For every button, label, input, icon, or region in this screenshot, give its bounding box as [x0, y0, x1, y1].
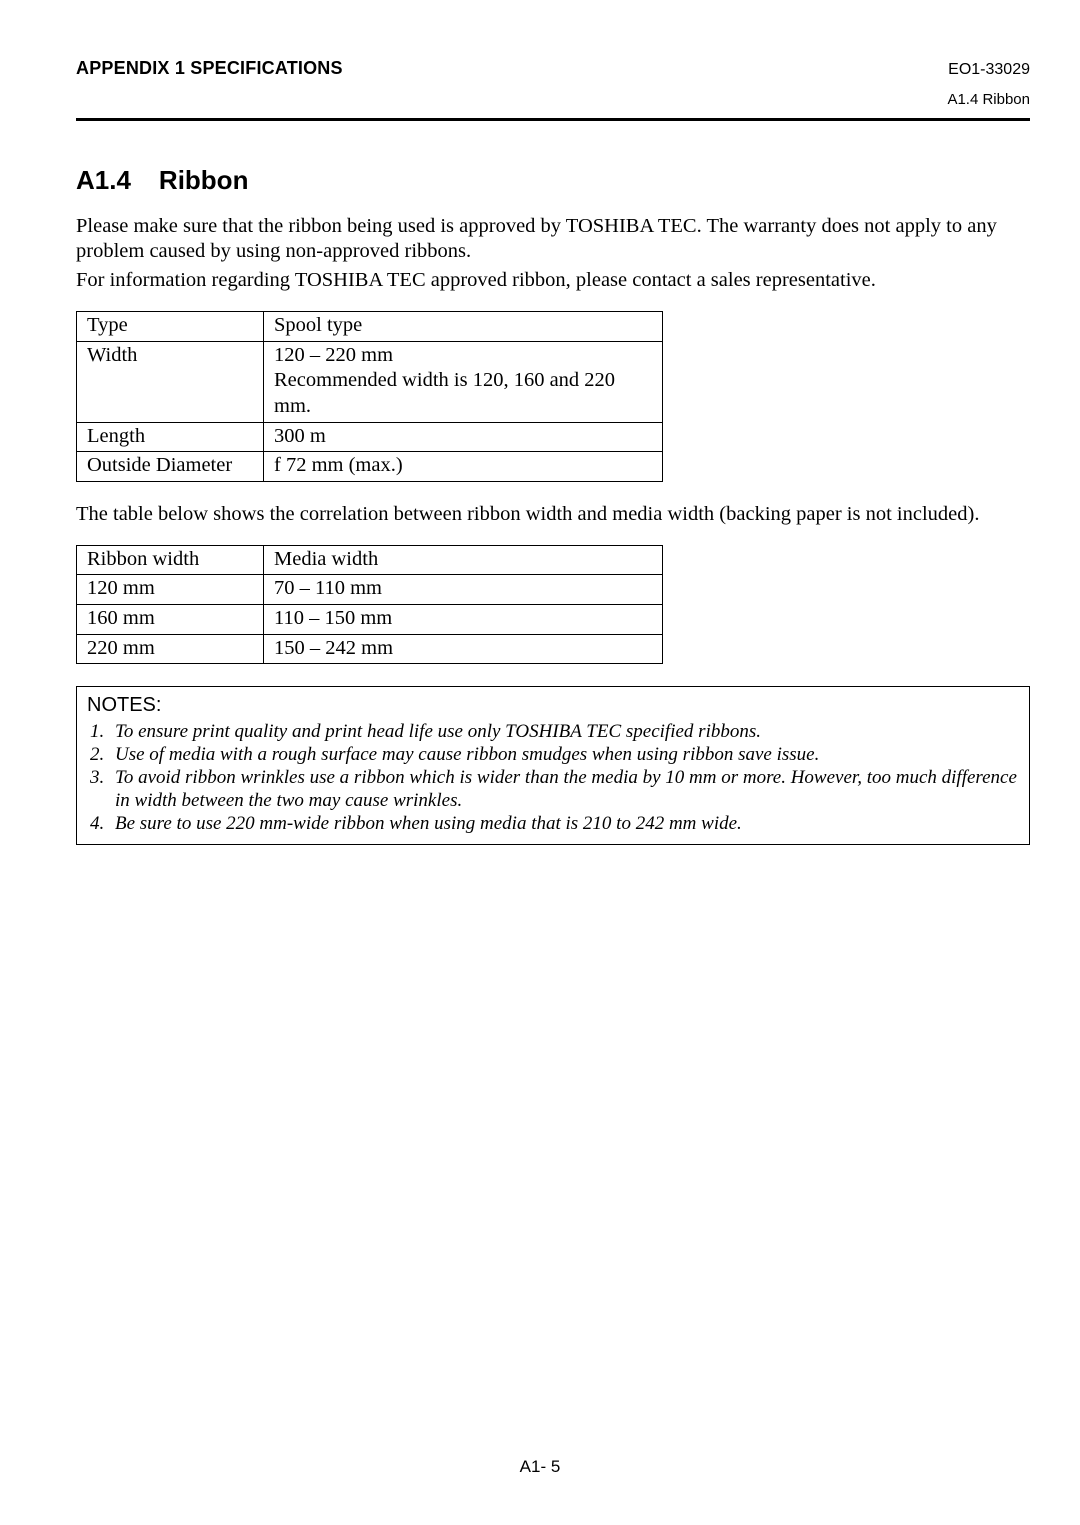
section-number: A1.4: [76, 165, 131, 196]
spec-key: Length: [77, 422, 264, 452]
table-row: Width 120 – 220 mmRecommended width is 1…: [77, 341, 663, 422]
intro-paragraph-2: For information regarding TOSHIBA TEC ap…: [76, 268, 1030, 293]
spec-value: 70 – 110 mm: [264, 575, 663, 605]
spec-key: 220 mm: [77, 634, 264, 664]
note-item: To ensure print quality and print head l…: [109, 720, 1021, 743]
page-number: A1- 5: [0, 1457, 1080, 1477]
header-left: APPENDIX 1 SPECIFICATIONS: [76, 58, 343, 79]
spec-value: f 72 mm (max.): [264, 452, 663, 482]
spec-value: 150 – 242 mm: [264, 634, 663, 664]
page: APPENDIX 1 SPECIFICATIONS EO1-33029 A1.4…: [0, 0, 1080, 1525]
ribbon-media-table: Ribbon width Media width 120 mm 70 – 110…: [76, 545, 663, 665]
section-name: Ribbon: [159, 165, 249, 195]
spec-key: Type: [77, 312, 264, 342]
intro-paragraph-1: Please make sure that the ribbon being u…: [76, 214, 1030, 264]
table-row: 220 mm 150 – 242 mm: [77, 634, 663, 664]
mid-paragraph: The table below shows the correlation be…: [76, 502, 1030, 527]
spec-value: Spool type: [264, 312, 663, 342]
note-item: Be sure to use 220 mm-wide ribbon when u…: [109, 812, 1021, 835]
table-row: Ribbon width Media width: [77, 545, 663, 575]
header-sub: A1.4 Ribbon: [76, 91, 1030, 108]
table-row: Type Spool type: [77, 312, 663, 342]
spec-value: 300 m: [264, 422, 663, 452]
notes-box: NOTES: To ensure print quality and print…: [76, 686, 1030, 844]
header-rule: [76, 118, 1030, 121]
spec-key: Width: [77, 341, 264, 422]
notes-title: NOTES:: [87, 693, 1021, 717]
spec-key: Ribbon width: [77, 545, 264, 575]
spec-value: Media width: [264, 545, 663, 575]
note-item: Use of media with a rough surface may ca…: [109, 743, 1021, 766]
note-item: To avoid ribbon wrinkles use a ribbon wh…: [109, 766, 1021, 812]
header-row: APPENDIX 1 SPECIFICATIONS EO1-33029: [76, 58, 1030, 79]
spec-value: 110 – 150 mm: [264, 605, 663, 635]
notes-list: To ensure print quality and print head l…: [87, 720, 1021, 836]
spec-key: 160 mm: [77, 605, 264, 635]
table-row: 160 mm 110 – 150 mm: [77, 605, 663, 635]
section-title: A1.4 Ribbon: [76, 165, 1030, 196]
table-row: Length 300 m: [77, 422, 663, 452]
table-row: Outside Diameter f 72 mm (max.): [77, 452, 663, 482]
ribbon-spec-table: Type Spool type Width 120 – 220 mmRecomm…: [76, 311, 663, 482]
spec-key: 120 mm: [77, 575, 264, 605]
spec-value: 120 – 220 mmRecommended width is 120, 16…: [264, 341, 663, 422]
spec-key: Outside Diameter: [77, 452, 264, 482]
header-right: EO1-33029: [948, 61, 1030, 79]
table-row: 120 mm 70 – 110 mm: [77, 575, 663, 605]
